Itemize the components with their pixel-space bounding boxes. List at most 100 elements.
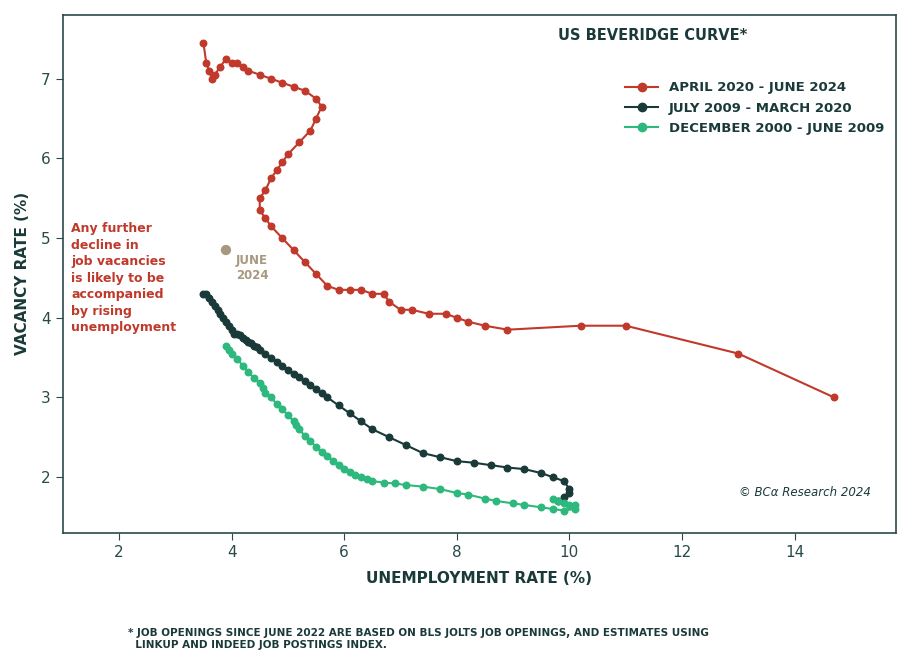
Point [314,388,329,398]
Point [252,69,267,80]
Point [210,304,225,315]
Point [289,420,303,430]
Point [221,321,236,331]
Point [208,300,222,311]
Point [399,440,414,451]
Point [320,451,334,462]
Point [562,488,577,498]
Point [557,476,571,486]
Point [534,502,548,513]
Point [827,392,842,403]
Point [517,464,532,474]
Point [263,221,278,231]
Point [275,360,290,371]
Point [252,205,267,215]
Point [365,289,380,299]
Point [270,357,284,367]
Point [230,57,244,68]
Point [477,494,492,504]
Point [449,313,464,323]
Point [404,304,419,315]
Point [286,82,301,92]
Point [219,317,233,327]
Point [365,424,380,434]
Point [258,213,272,223]
Point [275,404,290,415]
Point [314,447,329,457]
Point [466,458,481,468]
Point [247,340,261,351]
Point [263,392,278,403]
Point [731,348,745,358]
Point [500,462,515,473]
Point [230,328,244,339]
Point [270,165,284,176]
Point [314,101,329,112]
Point [298,430,312,441]
Point [258,185,272,195]
Point [247,373,261,383]
Point [270,398,284,409]
Point [275,233,290,244]
Point [360,474,374,485]
Point [232,330,247,340]
Point [255,383,270,393]
Point [353,285,368,295]
Point [332,285,346,295]
Point [239,335,253,345]
Point [252,344,267,355]
Point [252,378,267,389]
Point [292,372,306,383]
Point [438,308,453,319]
Point [275,157,290,168]
Point [208,69,222,80]
Point [562,484,577,494]
Point [196,289,210,299]
Point [258,387,272,398]
Point [236,332,251,343]
Point [252,193,267,204]
Point [309,114,323,124]
Point [263,173,278,183]
Point [205,74,220,84]
Point [201,293,216,303]
Text: JUNE
2024: JUNE 2024 [236,254,269,282]
Point [461,317,476,327]
Point [332,460,346,470]
Point [281,149,295,159]
Point [382,296,396,307]
Point [286,245,301,255]
Y-axis label: VACANCY RATE (%): VACANCY RATE (%) [15,193,30,355]
Point [415,481,430,492]
Point [219,245,233,255]
Point [263,74,278,84]
Point [546,503,560,514]
Point [415,448,430,458]
Point [573,321,588,331]
Point [568,503,582,514]
Text: * JOB OPENINGS SINCE JUNE 2022 ARE BASED ON BLS JOLTS JOB OPENINGS, AND ESTIMATE: * JOB OPENINGS SINCE JUNE 2022 ARE BASED… [128,628,709,650]
Point [320,392,334,403]
Point [286,416,301,426]
Point [506,498,520,509]
X-axis label: UNEMPLOYMENT RATE (%): UNEMPLOYMENT RATE (%) [366,571,592,586]
Point [557,505,571,516]
Point [244,338,259,349]
Point [298,376,312,387]
Point [258,348,272,358]
Point [309,441,323,452]
Point [551,496,566,506]
Point [557,498,571,508]
Point [227,328,241,339]
Text: © BCα Research 2024: © BCα Research 2024 [739,486,871,499]
Point [219,54,233,64]
Text: Any further
decline in
job vacancies
is likely to be
accompanied
by rising
unemp: Any further decline in job vacancies is … [71,222,176,334]
Point [250,342,264,353]
Point [500,325,515,335]
Point [484,460,498,470]
Point [213,61,228,72]
Point [292,137,306,148]
Point [449,456,464,466]
Point [557,492,571,502]
Point [213,308,228,319]
